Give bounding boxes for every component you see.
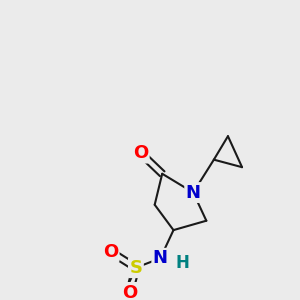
Text: O: O	[133, 144, 148, 162]
Text: N: N	[153, 249, 168, 267]
Text: N: N	[186, 184, 201, 202]
Text: H: H	[176, 254, 190, 272]
Text: O: O	[122, 284, 137, 300]
Text: O: O	[103, 243, 118, 261]
Text: S: S	[129, 259, 142, 277]
